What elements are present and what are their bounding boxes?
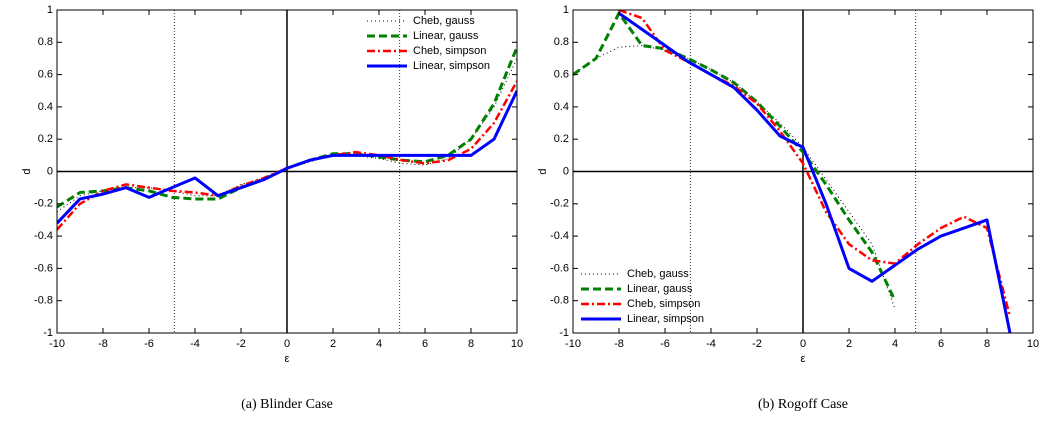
y-tick-label: 0.8 bbox=[38, 36, 53, 48]
y-tick-label: 0.2 bbox=[554, 133, 569, 145]
plot-area bbox=[573, 10, 1033, 333]
x-tick-label: 4 bbox=[376, 338, 382, 350]
x-tick-label: 6 bbox=[422, 338, 428, 350]
x-tick-label: 8 bbox=[984, 338, 990, 350]
series-line bbox=[573, 11, 897, 302]
legend-label: Cheb, simpson bbox=[627, 298, 700, 310]
x-tick-label: -8 bbox=[614, 338, 624, 350]
y-tick-label: -0.8 bbox=[550, 295, 569, 307]
x-axis-label: ε bbox=[285, 353, 290, 365]
x-tick-label: 2 bbox=[330, 338, 336, 350]
legend-label: Linear, gauss bbox=[627, 283, 693, 295]
legend-label: Linear, simpson bbox=[627, 313, 704, 325]
y-tick-label: 0.4 bbox=[554, 101, 569, 113]
x-tick-label: 8 bbox=[468, 338, 474, 350]
caption: (b) Rogoff Case bbox=[758, 397, 848, 412]
x-tick-label: -4 bbox=[706, 338, 716, 350]
x-tick-label: 0 bbox=[800, 338, 806, 350]
y-tick-label: 0.2 bbox=[38, 133, 53, 145]
legend-label: Linear, gauss bbox=[413, 30, 479, 42]
x-tick-label: -8 bbox=[98, 338, 108, 350]
y-tick-label: 0.4 bbox=[38, 101, 53, 113]
x-tick-label: 2 bbox=[846, 338, 852, 350]
y-tick-label: -0.2 bbox=[34, 198, 53, 210]
legend-label: Cheb, gauss bbox=[413, 15, 475, 27]
y-axis-label: d bbox=[21, 168, 33, 174]
x-tick-label: 6 bbox=[938, 338, 944, 350]
x-tick-label: -10 bbox=[49, 338, 65, 350]
y-tick-label: -1 bbox=[43, 327, 53, 339]
x-axis-label: ε bbox=[801, 353, 806, 365]
series-line bbox=[618, 12, 1012, 333]
y-tick-label: -0.6 bbox=[34, 262, 53, 274]
x-tick-label: -2 bbox=[236, 338, 246, 350]
legend-label: Cheb, gauss bbox=[627, 268, 689, 280]
x-tick-label: -4 bbox=[190, 338, 200, 350]
x-tick-label: 4 bbox=[892, 338, 898, 350]
y-tick-label: 0.6 bbox=[554, 69, 569, 81]
x-tick-label: 10 bbox=[1027, 338, 1039, 350]
x-tick-label: 10 bbox=[511, 338, 523, 350]
y-tick-label: 0 bbox=[47, 165, 53, 177]
legend-label: Linear, simpson bbox=[413, 60, 490, 72]
legend-label: Cheb, simpson bbox=[413, 45, 486, 57]
y-tick-label: -1 bbox=[559, 327, 569, 339]
y-tick-label: -0.4 bbox=[34, 230, 53, 242]
x-tick-label: -10 bbox=[565, 338, 581, 350]
plot-area bbox=[57, 10, 517, 333]
y-tick-label: 1 bbox=[47, 4, 53, 16]
y-tick-label: -0.6 bbox=[550, 262, 569, 274]
y-axis-label: d bbox=[537, 168, 549, 174]
x-tick-label: -6 bbox=[144, 338, 154, 350]
x-tick-label: 0 bbox=[284, 338, 290, 350]
caption: (a) Blinder Case bbox=[241, 397, 333, 412]
x-tick-label: -2 bbox=[752, 338, 762, 350]
y-tick-label: 0.6 bbox=[38, 69, 53, 81]
x-tick-label: -6 bbox=[660, 338, 670, 350]
y-tick-label: -0.2 bbox=[550, 198, 569, 210]
y-tick-label: -0.8 bbox=[34, 295, 53, 307]
y-tick-label: -0.4 bbox=[550, 230, 569, 242]
series-line bbox=[57, 90, 517, 225]
y-tick-label: 0 bbox=[563, 165, 569, 177]
y-tick-label: 1 bbox=[563, 4, 569, 16]
y-tick-label: 0.8 bbox=[554, 36, 569, 48]
